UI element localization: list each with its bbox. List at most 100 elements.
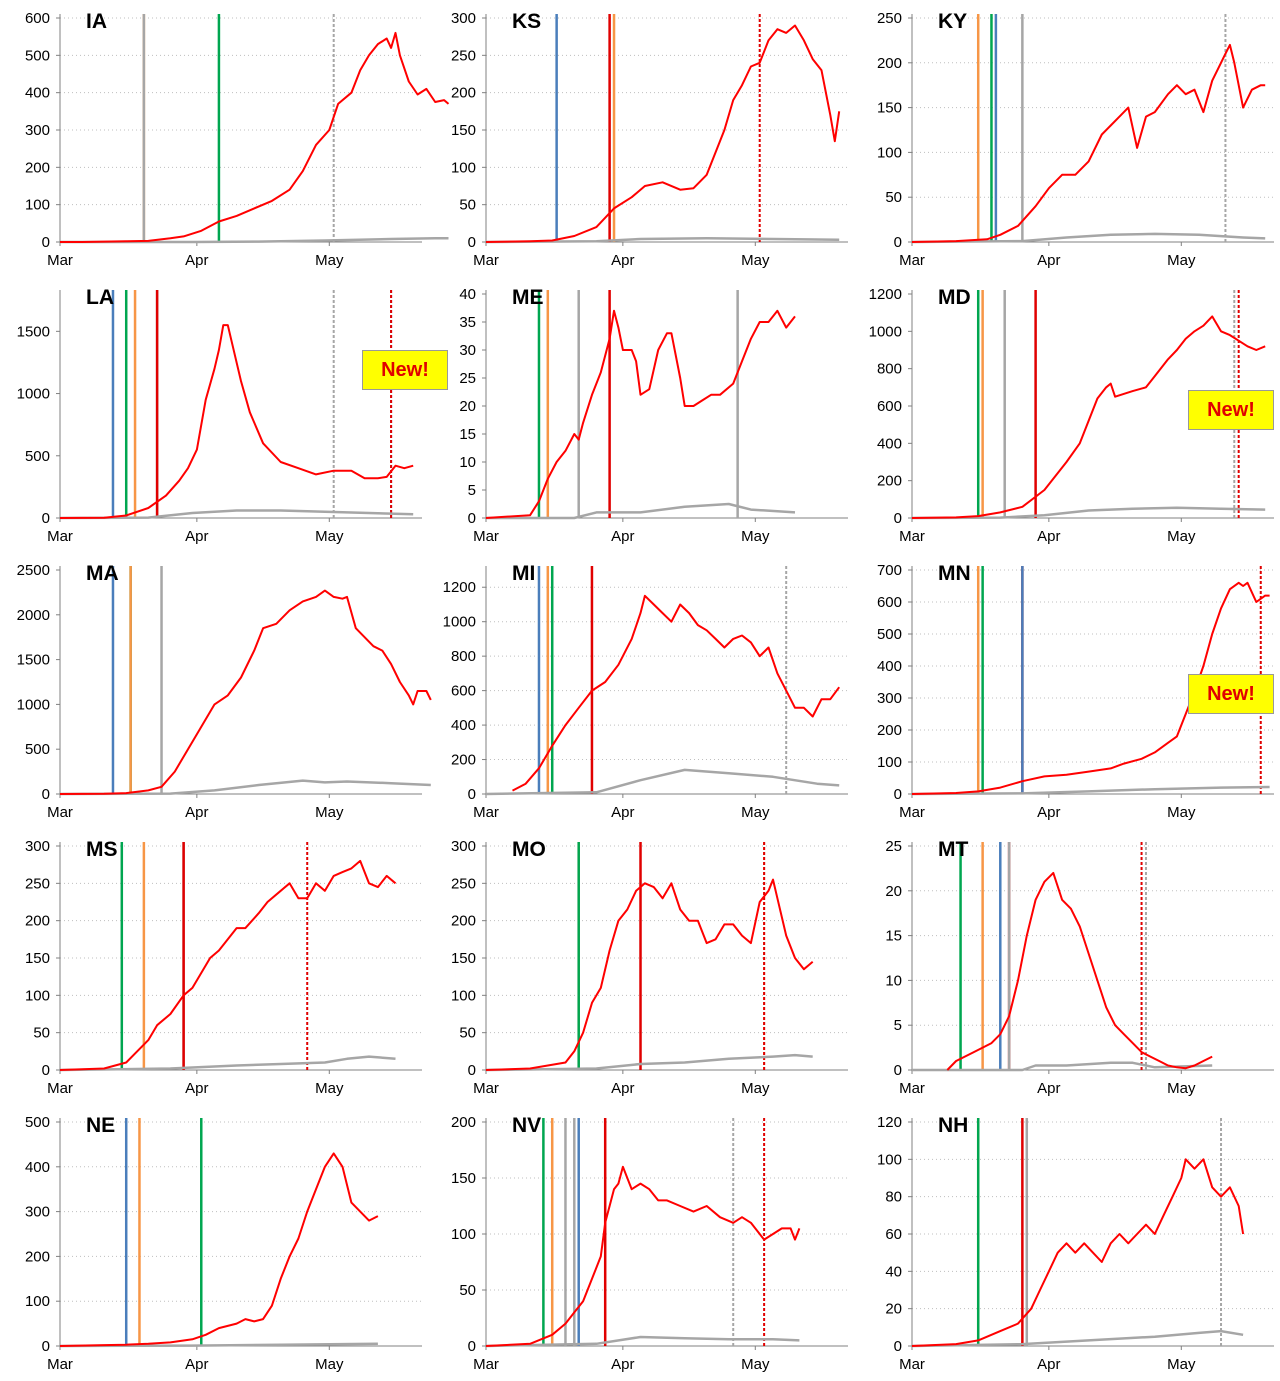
series-line-deaths xyxy=(911,506,1266,520)
y-tick-label: 2000 xyxy=(17,607,50,624)
y-tick-label: 500 xyxy=(25,741,50,758)
chart-title: ME xyxy=(512,286,544,309)
y-tick-label: 50 xyxy=(33,1025,50,1042)
y-tick-label: 10 xyxy=(459,454,476,471)
chart-panel-nh: 0 20 40 60 80 100 120 Mar Apr May NH xyxy=(852,1104,1278,1381)
x-tick-label: Apr xyxy=(1037,252,1060,269)
y-tick-label: 200 xyxy=(451,1114,476,1131)
y-tick-label: 300 xyxy=(25,1204,50,1221)
y-tick-label: 400 xyxy=(451,717,476,734)
y-tick-label: 200 xyxy=(25,913,50,930)
y-tick-label: 120 xyxy=(877,1114,902,1131)
series-line-deaths xyxy=(486,502,796,520)
x-tick-label: Mar xyxy=(473,1080,499,1097)
chart-panel-mn: 0 100 200 300 400 500 600 700 Mar Apr May MN New! xyxy=(852,552,1278,829)
y-tick-label: 40 xyxy=(459,286,476,303)
new-badge: New! xyxy=(1188,390,1274,430)
y-tick-label: 30 xyxy=(459,342,476,359)
x-tick-label: Apr xyxy=(1037,804,1060,821)
y-tick-label: 800 xyxy=(451,648,476,665)
x-tick-label: May xyxy=(741,1080,770,1097)
chart-ne: 0 100 200 300 400 500 Mar Apr May NE xyxy=(25,1114,422,1373)
y-tick-label: 50 xyxy=(885,189,902,206)
y-tick-label: 25 xyxy=(885,838,902,855)
y-tick-label: 80 xyxy=(885,1189,902,1206)
chart-title: MN xyxy=(938,562,971,585)
chart-panel-la: 0 500 1000 1500 Mar Apr May LA New! xyxy=(0,276,448,553)
chart-title: MA xyxy=(86,562,119,585)
x-tick-label: Mar xyxy=(473,1356,499,1373)
y-tick-label: 150 xyxy=(25,950,50,967)
x-tick-label: May xyxy=(1167,804,1196,821)
y-tick-label: 800 xyxy=(877,361,902,378)
chart-ks: 0 50 100 150 200 250 300 Mar Apr May KS xyxy=(451,10,848,269)
y-tick-label: 10 xyxy=(885,972,902,989)
y-tick-label: 200 xyxy=(877,722,902,739)
x-tick-label: Apr xyxy=(185,528,208,545)
y-tick-label: 200 xyxy=(25,1248,50,1265)
x-tick-label: Mar xyxy=(473,804,499,821)
y-tick-label: 2500 xyxy=(17,562,50,579)
series-line-deaths xyxy=(59,1342,378,1348)
chart-panel-ma: 0 500 1000 1500 2000 2500 Mar Apr May MA xyxy=(0,552,432,829)
series-line-cases xyxy=(911,581,1270,795)
x-tick-label: Mar xyxy=(47,528,73,545)
y-tick-label: 100 xyxy=(25,197,50,214)
x-tick-label: May xyxy=(315,528,344,545)
chart-title: MS xyxy=(86,838,118,861)
x-tick-label: Mar xyxy=(899,804,925,821)
y-tick-label: 500 xyxy=(877,626,902,643)
chart-title: MT xyxy=(938,838,968,861)
y-tick-label: 1500 xyxy=(17,652,50,669)
chart-ky: 0 50 100 150 200 250 Mar Apr May KY xyxy=(877,10,1274,269)
y-tick-label: 300 xyxy=(451,838,476,855)
series-line-cases xyxy=(485,878,814,1071)
y-tick-label: 150 xyxy=(451,950,476,967)
series-line-deaths xyxy=(59,779,431,796)
chart-title: KS xyxy=(512,10,541,33)
y-tick-label: 20 xyxy=(885,883,902,900)
series-line-deaths xyxy=(59,1055,396,1072)
y-tick-label: 250 xyxy=(877,10,902,27)
x-tick-label: Apr xyxy=(611,1080,634,1097)
series-line-cases xyxy=(512,594,841,792)
y-tick-label: 0 xyxy=(468,786,476,803)
chart-panel-ia: 0 100 200 300 400 500 600 Mar Apr May IA xyxy=(0,0,450,277)
y-tick-label: 150 xyxy=(451,1170,476,1187)
chart-panel-mo: 0 50 100 150 200 250 300 Mar Apr May MO xyxy=(426,828,852,1105)
series-line-deaths xyxy=(911,1329,1244,1348)
y-tick-label: 0 xyxy=(894,510,902,527)
y-tick-label: 400 xyxy=(877,658,902,675)
series-line-cases xyxy=(59,859,397,1071)
y-tick-label: 1000 xyxy=(17,696,50,713)
chart-me: 0 5 10 15 20 25 30 35 40 Mar Apr May ME xyxy=(459,286,848,545)
y-tick-label: 150 xyxy=(451,122,476,139)
y-tick-label: 1000 xyxy=(17,386,50,403)
y-tick-label: 400 xyxy=(25,1159,50,1176)
x-tick-label: May xyxy=(1167,1356,1196,1373)
y-tick-label: 300 xyxy=(451,10,476,27)
series-line-deaths xyxy=(485,1053,813,1072)
x-tick-label: May xyxy=(315,252,344,269)
series-line-deaths xyxy=(911,785,1270,796)
y-tick-label: 5 xyxy=(894,1017,902,1034)
y-tick-label: 250 xyxy=(451,47,476,64)
series-line-deaths xyxy=(60,237,449,244)
y-tick-label: 0 xyxy=(468,510,476,527)
chart-la: 0 500 1000 1500 Mar Apr May LA xyxy=(17,286,422,545)
x-tick-label: Mar xyxy=(899,1080,925,1097)
x-tick-label: Mar xyxy=(473,528,499,545)
chart-title: LA xyxy=(86,286,114,309)
y-tick-label: 500 xyxy=(25,448,50,465)
x-tick-label: Apr xyxy=(185,1080,208,1097)
y-tick-label: 200 xyxy=(877,55,902,72)
y-tick-label: 100 xyxy=(451,987,476,1004)
y-tick-label: 0 xyxy=(894,786,902,803)
y-tick-label: 100 xyxy=(25,987,50,1004)
y-tick-label: 1200 xyxy=(443,579,476,596)
y-tick-label: 250 xyxy=(451,875,476,892)
y-tick-label: 100 xyxy=(877,144,902,161)
series-line-deaths xyxy=(485,768,840,796)
y-tick-label: 35 xyxy=(459,314,476,331)
chart-title: MO xyxy=(512,838,546,861)
